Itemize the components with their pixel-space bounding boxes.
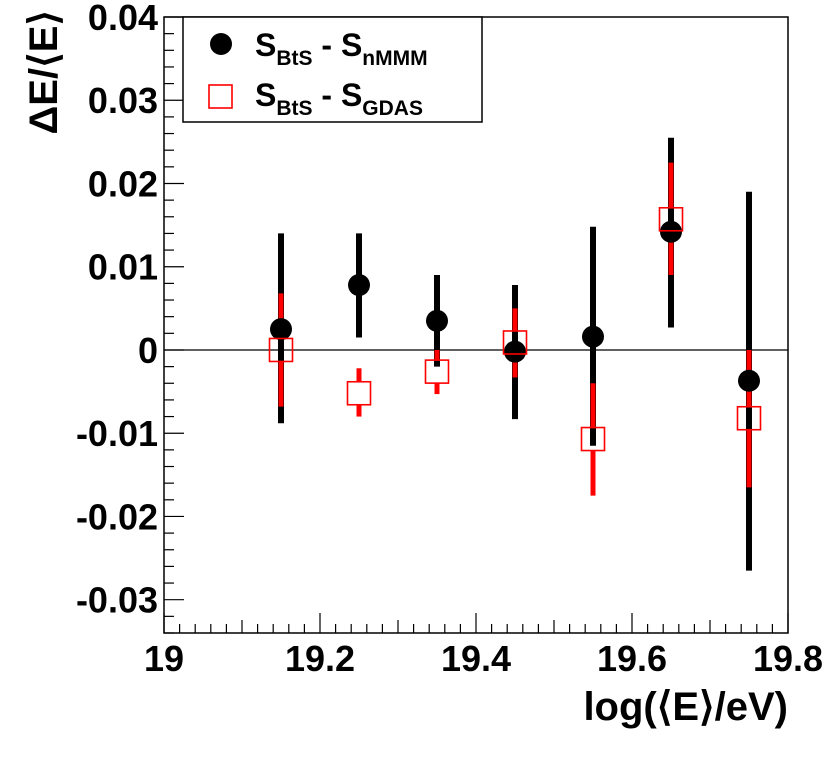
y-tick-label: 0.04 (88, 0, 158, 38)
data-point-nmmm (426, 309, 448, 332)
y-tick-label: 0.02 (88, 163, 158, 204)
y-tick-label: -0.03 (76, 580, 158, 621)
y-tick-label: -0.02 (76, 496, 158, 537)
x-axis-title: log(⟨E⟩/eV) (583, 685, 788, 729)
x-tick-label: 19.4 (441, 638, 511, 679)
data-point-nmmm (738, 369, 760, 392)
data-point-gdas (658, 206, 684, 232)
x-tick-label: 19.2 (285, 638, 355, 679)
data-point-gdas (580, 426, 606, 452)
legend-box (182, 16, 483, 123)
y-tick-label: 0.01 (88, 247, 158, 288)
x-tick-label: 19.6 (597, 638, 667, 679)
data-points (268, 137, 762, 571)
data-point-gdas (268, 337, 294, 363)
legend-label-nmmm: SBtS - SnMMM (255, 27, 428, 70)
axes: 19 19.2 19.4 19.6 19.8 -0.03 -0.02 -0.01 0 0.01 0.… (76, 0, 823, 679)
legend-marker-gdas (208, 84, 233, 109)
y-tick-label: -0.01 (76, 413, 158, 454)
data-point-gdas (424, 359, 450, 384)
x-tick-label: 19.8 (753, 638, 823, 679)
data-point-gdas (736, 405, 762, 431)
legend-label-gdas: SBtS - SGDAS (255, 77, 423, 120)
data-point-gdas (346, 380, 372, 406)
y-axis-title: ΔE/⟨E⟩ (22, 10, 66, 134)
data-point-nmmm (660, 220, 682, 243)
legend: SBtS - SnMMM SBtS - SGDAS (182, 16, 483, 123)
data-point-nmmm (270, 318, 292, 341)
legend-marker-nmmm (210, 33, 232, 55)
x-tick-label: 19 (144, 638, 184, 679)
y-tick-label: 0.03 (88, 80, 158, 121)
y-tick-label: 0 (138, 330, 158, 371)
data-point-gdas (502, 330, 528, 355)
data-point-nmmm (348, 274, 370, 297)
data-point-nmmm (504, 340, 526, 363)
data-point-nmmm (582, 325, 604, 348)
